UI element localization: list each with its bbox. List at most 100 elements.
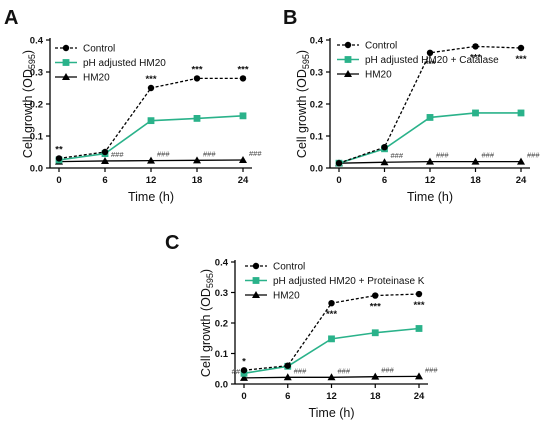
series-square [55, 112, 247, 164]
legend: Control pH adjusted HM20 + Catalase HM20 [337, 41, 499, 81]
legend-label: Control [83, 44, 115, 55]
x-tick-label: 0 [56, 175, 61, 186]
data-point [335, 160, 343, 167]
data-point [147, 84, 155, 92]
y-tick-label: 0.2 [30, 100, 43, 111]
significance-stars: * [242, 356, 246, 367]
y-tick-label: 0.4 [30, 36, 44, 47]
data-point [426, 49, 434, 56]
significance-hashes: ### [111, 150, 124, 159]
x-tick-label: 6 [285, 391, 290, 402]
y-axis-title: Cell growth (OD595) [21, 50, 37, 158]
series-triangle [240, 372, 423, 381]
data-point [147, 156, 155, 164]
y-tick-label: 0.3 [30, 68, 43, 79]
data-point [371, 329, 379, 337]
data-point [284, 362, 291, 369]
y-axis-title-close: ) [295, 50, 309, 54]
significance-stars: *** [237, 64, 248, 75]
data-point [147, 117, 155, 125]
x-axis-title: Time (h) [308, 406, 354, 420]
data-point [328, 335, 335, 343]
significance-stars: *** [424, 59, 435, 70]
x-tick-label: 0 [336, 175, 341, 186]
significance-hashes: ### [482, 151, 495, 160]
x-tick-label: 6 [102, 175, 107, 186]
significance-stars: *** [370, 302, 381, 313]
data-point [472, 43, 479, 50]
data-point [415, 290, 423, 298]
x-tick-label: 18 [470, 175, 481, 186]
panel-letter: A [4, 7, 18, 29]
data-point [517, 44, 525, 52]
legend-marker [252, 291, 260, 298]
legend-label: pH adjusted HM20 [83, 58, 166, 69]
legend-marker [252, 262, 260, 270]
series-square [240, 325, 423, 377]
y-tick-label: 0.4 [215, 258, 229, 269]
y-tick-label: 0.2 [310, 100, 323, 111]
legend-label: HM20 [273, 291, 300, 302]
x-axis-title: Time (h) [407, 190, 453, 204]
data-point [193, 75, 201, 82]
series-triangle [335, 157, 525, 167]
data-point [381, 144, 388, 151]
legend-label: Control [273, 262, 305, 273]
data-point [239, 75, 247, 82]
significance-hashes: ## [232, 367, 241, 376]
legend-marker [344, 41, 352, 49]
y-axis-title-close: ) [199, 269, 213, 273]
significance-stars: *** [145, 74, 156, 85]
legend-label: pH adjusted HM20 + Proteinase K [273, 276, 425, 287]
data-point [239, 112, 247, 120]
x-tick-label: 18 [370, 391, 381, 402]
data-point [471, 157, 480, 165]
significance-stars: *** [515, 54, 526, 65]
y-tick-label: 0.2 [215, 319, 228, 330]
legend-marker [344, 56, 352, 63]
significance-stars: *** [191, 64, 202, 75]
significance-hashes: ### [425, 365, 438, 374]
x-tick-label: 0 [241, 391, 246, 402]
data-point [517, 109, 525, 117]
data-point [283, 373, 292, 381]
legend-marker [62, 59, 70, 66]
y-axis-title-main: Cell growth (OD [199, 288, 213, 377]
y-tick-label: 0.0 [310, 164, 323, 175]
data-point [426, 114, 434, 121]
panel-letter: B [283, 7, 297, 29]
panel-letter: C [165, 232, 179, 254]
legend: Control pH adjusted HM20 + Proteinase K HM… [245, 262, 425, 302]
y-tick-label: 0.1 [215, 349, 229, 360]
significance-hashes: ### [249, 149, 262, 158]
data-point [372, 292, 379, 299]
x-tick-label: 12 [326, 391, 337, 402]
y-tick-label: 0.1 [30, 132, 44, 143]
data-point [55, 155, 63, 162]
x-tick-label: 24 [516, 175, 527, 186]
significance-hashes: ### [381, 366, 394, 375]
x-axis-title: Time (h) [128, 190, 174, 204]
data-point [472, 109, 479, 117]
y-axis-title-main: Cell growth (OD [21, 69, 35, 158]
series-line [338, 45, 522, 164]
x-tick-label: 6 [382, 175, 387, 186]
data-point [415, 372, 423, 380]
significance-hashes: ### [436, 151, 449, 160]
legend-label: pH adjusted HM20 + Catalase [365, 55, 499, 66]
series-circle [240, 290, 423, 374]
significance-stars: *** [470, 52, 481, 63]
significance-hashes: ### [527, 151, 540, 160]
chart-panel-b: B 0.0 0.1 0.2 0.3 0.4 0 6 12 18 24 Time (h) Cell gro… [283, 7, 540, 204]
significance-stars: *** [326, 309, 337, 320]
y-tick-label: 0.3 [215, 288, 228, 299]
data-point [426, 157, 434, 165]
legend-marker [62, 44, 70, 52]
data-point [193, 156, 201, 164]
data-point [517, 157, 525, 165]
y-axis-title-close: ) [21, 50, 35, 54]
data-point [239, 156, 247, 163]
y-axis-title-subscript: 595 [301, 54, 311, 69]
data-point [415, 325, 423, 332]
y-tick-label: 0.0 [215, 380, 228, 391]
